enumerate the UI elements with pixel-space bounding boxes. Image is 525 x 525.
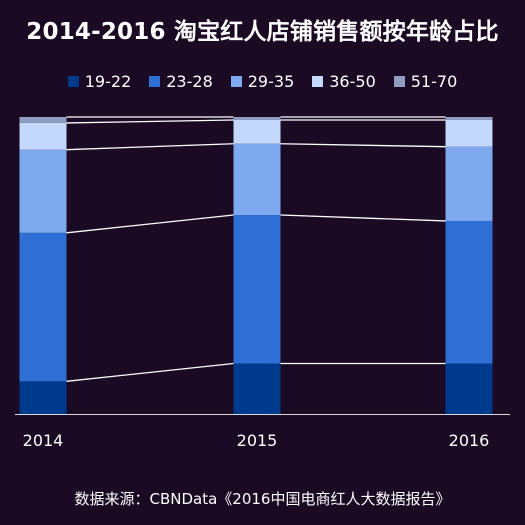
bar-segment-19-22-2015	[233, 363, 281, 414]
legend-swatch	[149, 76, 161, 87]
x-tick-label: 2016	[449, 431, 490, 450]
connector-line	[280, 214, 446, 222]
legend-swatch	[230, 76, 242, 87]
legend-label: 19-22	[84, 72, 132, 91]
bar-segment-19-22-2014	[19, 381, 67, 414]
legend: 19-22 23-28 29-35 36-50 51-70	[0, 72, 525, 91]
legend-swatch	[393, 76, 405, 87]
legend-label: 36-50	[329, 72, 376, 91]
bar-segment-23-28-2014	[19, 232, 67, 382]
connector-lines	[66, 116, 446, 382]
bar-segment-23-28-2015	[233, 215, 281, 364]
bar-segment-29-35-2016	[445, 146, 493, 221]
bar-stack-2016	[445, 117, 493, 414]
bar-stack-2014	[19, 117, 67, 414]
legend-swatch	[67, 76, 79, 87]
connector-line	[66, 119, 234, 124]
connector-line	[66, 362, 234, 382]
bar-segment-36-50-2015	[233, 119, 281, 144]
connector-line	[280, 143, 446, 148]
bar-segment-23-28-2016	[445, 220, 493, 364]
bar-segment-19-22-2016	[445, 363, 493, 414]
chart-plot: 2014 2015 2016	[15, 116, 510, 450]
legend-swatch	[312, 76, 324, 87]
bar-segment-51-70-2015	[233, 117, 281, 120]
bar-segment-51-70-2014	[19, 117, 67, 123]
legend-label: 29-35	[247, 72, 295, 91]
bar-segment-51-70-2016	[445, 117, 493, 120]
legend-item-51-70: 51-70	[393, 72, 458, 91]
bar-stack-2015	[233, 117, 281, 414]
legend-item-29-35: 29-35	[230, 72, 295, 91]
bar-segment-36-50-2016	[445, 119, 493, 147]
legend-item-19-22: 19-22	[67, 72, 132, 91]
legend-label: 51-70	[410, 72, 458, 91]
bar-segment-29-35-2014	[19, 149, 67, 233]
legend-item-23-28: 23-28	[149, 72, 213, 91]
bar-segment-29-35-2015	[233, 143, 281, 216]
legend-item-36-50: 36-50	[312, 72, 376, 91]
source-note: 数据来源：CBNData《2016中国电商红人大数据报告》	[74, 490, 451, 508]
x-tick-label: 2014	[23, 431, 64, 450]
connector-line	[66, 214, 234, 234]
legend-label: 23-28	[166, 72, 213, 91]
bar-segment-36-50-2014	[19, 122, 67, 150]
x-tick-label: 2015	[237, 431, 278, 450]
connector-line	[66, 143, 234, 151]
chart-title: 2014-2016 淘宝红人店铺销售额按年龄占比	[26, 19, 499, 45]
